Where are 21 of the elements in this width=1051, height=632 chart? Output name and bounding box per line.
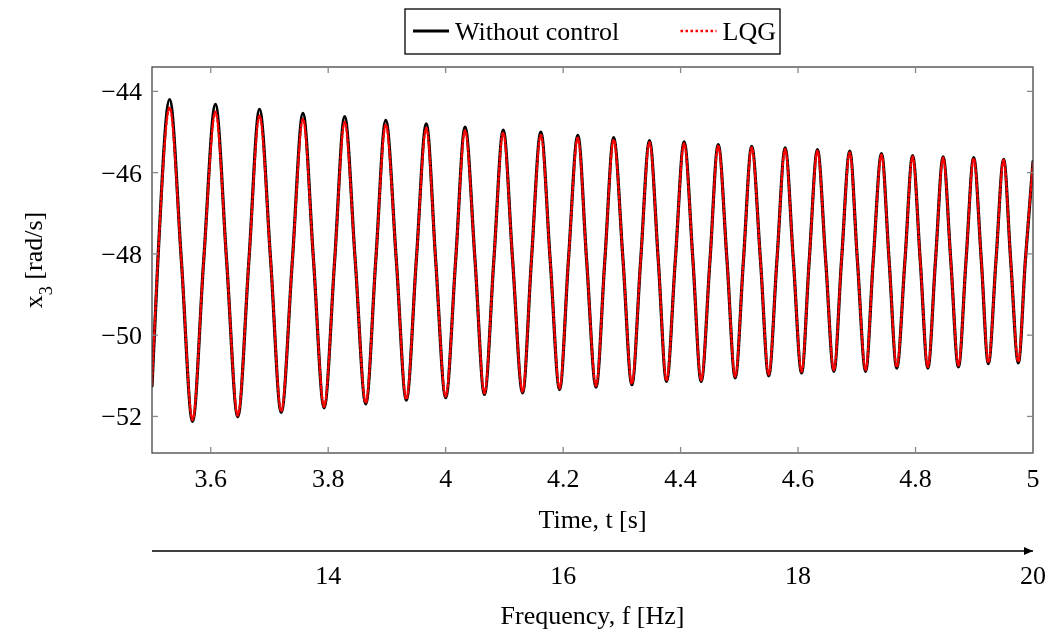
x-tick-label: 4.2	[546, 464, 580, 493]
y-tick-label: −48	[101, 239, 142, 269]
x-tick-label: 4	[439, 464, 453, 493]
y-tick-label: −50	[101, 321, 142, 351]
y-tick-label: −46	[101, 158, 142, 188]
x2-tick-label: 20	[1020, 561, 1046, 590]
x2-tick-label: 16	[550, 561, 577, 590]
x-axis-title: Time, t [s]	[538, 505, 647, 534]
x2-tick-label: 18	[785, 561, 812, 590]
y-tick-label: −44	[101, 77, 142, 107]
legend-label: Without control	[455, 17, 620, 46]
y-tick-label: −52	[101, 402, 142, 432]
x2-tick-label: 14	[315, 561, 342, 590]
x-tick-label: 3.6	[194, 464, 227, 493]
x-tick-label: 5	[1026, 464, 1040, 493]
x-tick-label: 4.4	[664, 464, 697, 493]
x-tick-label: 4.8	[899, 464, 932, 493]
x-tick-label: 3.8	[311, 464, 345, 493]
legend-label: LQG	[722, 17, 776, 46]
x-tick-label: 4.6	[781, 464, 815, 493]
x2-axis-title: Frequency, f [Hz]	[500, 601, 685, 630]
